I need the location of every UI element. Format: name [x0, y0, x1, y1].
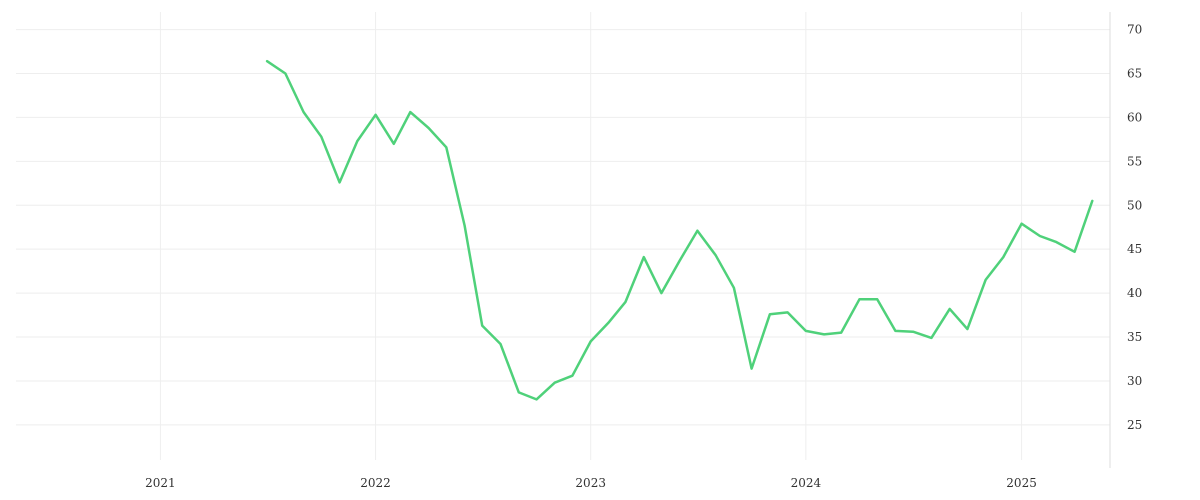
grid: [16, 12, 1110, 460]
x-tick-label: 2022: [360, 476, 391, 490]
x-tick-label: 2025: [1006, 476, 1037, 490]
y-tick-label: 55: [1127, 154, 1142, 168]
series-layer: [265, 59, 1094, 401]
y-tick-label: 40: [1127, 286, 1142, 300]
y-tick-label: 70: [1127, 23, 1142, 37]
y-tick-label: 60: [1127, 110, 1142, 124]
y-tick-label: 35: [1127, 330, 1142, 344]
x-tick-label: 2024: [791, 476, 822, 490]
x-axis: 2021 2022 2023 2024 2025: [145, 476, 1037, 490]
x-tick-label: 2023: [575, 476, 606, 490]
series-line: [265, 59, 1094, 401]
y-tick-label: 30: [1127, 374, 1142, 388]
y-tick-label: 65: [1127, 66, 1142, 80]
x-tick-label: 2021: [145, 476, 176, 490]
y-tick-label: 25: [1127, 418, 1142, 432]
y-tick-label: 45: [1127, 242, 1142, 256]
y-tick-label: 50: [1127, 198, 1142, 212]
y-axis: 25 30 35 40 45 50 55 60 65 70: [1109, 12, 1142, 468]
